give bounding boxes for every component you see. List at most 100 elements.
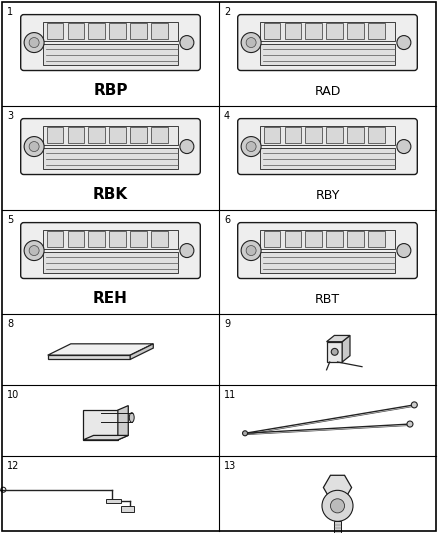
Polygon shape [327,335,350,342]
Circle shape [407,421,413,427]
Circle shape [246,246,256,255]
FancyBboxPatch shape [238,14,417,70]
Bar [109,127,126,143]
Bar [305,127,322,143]
Polygon shape [327,342,342,362]
Circle shape [29,37,39,47]
Circle shape [180,244,194,257]
Bar [260,252,395,272]
FancyBboxPatch shape [238,119,417,174]
Bar [260,126,395,144]
Circle shape [330,499,345,513]
Circle shape [397,244,411,257]
Text: RAD: RAD [314,85,341,98]
Ellipse shape [129,413,134,422]
Bar [43,230,178,248]
Circle shape [180,140,194,154]
FancyBboxPatch shape [21,223,200,279]
Text: 8: 8 [7,319,13,329]
Bar [151,127,168,143]
Circle shape [24,33,44,53]
Bar [109,231,126,247]
Polygon shape [342,335,350,362]
Bar [334,521,341,533]
Bar [368,127,385,143]
Bar [151,23,168,39]
Bar [130,231,147,247]
Polygon shape [48,344,153,355]
Bar [106,499,121,503]
Circle shape [241,33,261,53]
Bar [264,23,280,39]
Text: 6: 6 [224,215,230,225]
Text: 10: 10 [7,390,19,400]
Text: RBT: RBT [315,293,340,306]
Bar [285,23,301,39]
Bar [88,23,105,39]
Polygon shape [83,435,128,440]
Text: 5: 5 [7,215,13,225]
Bar [260,22,395,41]
Circle shape [331,349,338,356]
Bar [83,410,118,440]
Bar [305,23,322,39]
Circle shape [241,136,261,157]
Bar [368,23,385,39]
Circle shape [243,431,247,436]
Bar [47,231,64,247]
Bar [47,127,64,143]
Bar [151,231,168,247]
Bar [326,231,343,247]
Bar [347,23,364,39]
Bar [130,23,147,39]
FancyBboxPatch shape [238,223,417,279]
Bar [347,127,364,143]
Circle shape [397,36,411,50]
Text: RBY: RBY [315,189,340,202]
Bar [285,127,301,143]
Bar [368,231,385,247]
Circle shape [24,136,44,157]
Text: 1: 1 [7,7,13,17]
Bar [264,127,280,143]
Circle shape [246,142,256,151]
Text: 12: 12 [7,461,19,471]
Bar [130,127,147,143]
Circle shape [29,246,39,255]
Bar [326,127,343,143]
Bar [43,126,178,144]
Bar [67,23,84,39]
Circle shape [322,490,353,521]
Bar [347,231,364,247]
Bar [43,44,178,64]
Bar [326,23,343,39]
Bar [88,231,105,247]
Text: 13: 13 [224,461,236,471]
Text: 2: 2 [224,7,230,17]
Text: 9: 9 [224,319,230,329]
Circle shape [180,36,194,50]
Bar [121,506,134,512]
Bar [43,148,178,168]
Text: 4: 4 [224,111,230,121]
FancyBboxPatch shape [21,14,200,70]
Bar [67,127,84,143]
Bar [264,231,280,247]
Bar [43,22,178,41]
Text: RBK: RBK [93,187,128,202]
Bar [88,127,105,143]
Bar [260,44,395,64]
Circle shape [241,240,261,261]
Polygon shape [118,406,128,440]
Text: 3: 3 [7,111,13,121]
Circle shape [246,37,256,47]
Polygon shape [48,355,130,359]
Text: RBP: RBP [93,83,128,98]
Circle shape [24,240,44,261]
Bar [47,23,64,39]
Bar [285,231,301,247]
FancyBboxPatch shape [21,119,200,174]
Bar [67,231,84,247]
Bar [260,230,395,248]
Bar [43,252,178,272]
